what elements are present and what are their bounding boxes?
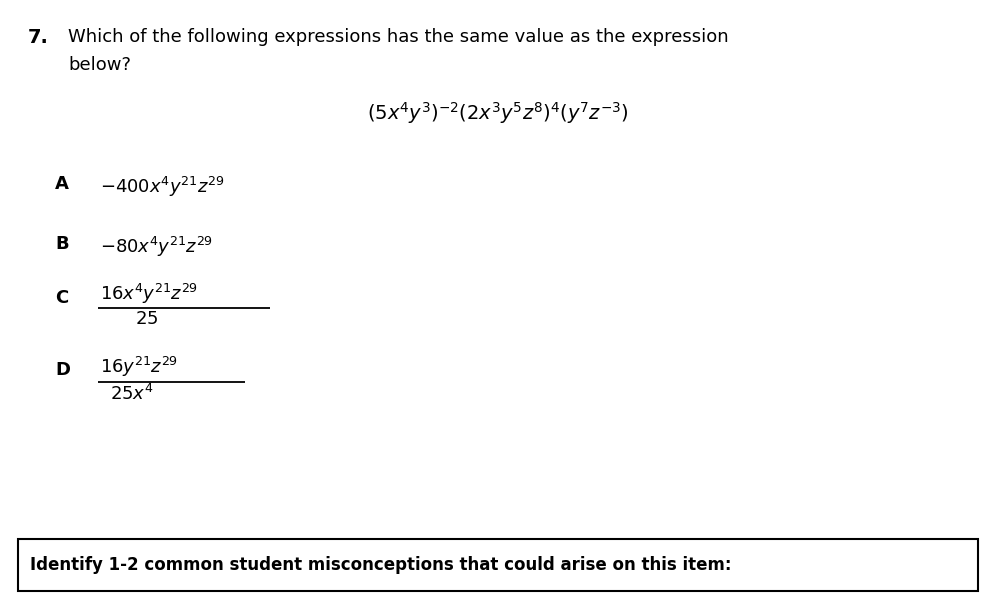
Text: $-400x^4y^{21}z^{29}$: $-400x^4y^{21}z^{29}$ <box>100 175 224 199</box>
Text: below?: below? <box>68 56 131 74</box>
Text: Which of the following expressions has the same value as the expression: Which of the following expressions has t… <box>68 28 729 46</box>
Text: $25x^4$: $25x^4$ <box>110 384 153 404</box>
Text: A: A <box>55 175 69 193</box>
Text: D: D <box>55 361 70 379</box>
Text: 7.: 7. <box>28 28 49 47</box>
Text: C: C <box>55 289 69 307</box>
FancyBboxPatch shape <box>18 539 978 591</box>
Text: $25$: $25$ <box>135 310 158 328</box>
Text: $-80x^4y^{21}z^{29}$: $-80x^4y^{21}z^{29}$ <box>100 235 213 259</box>
Text: B: B <box>55 235 69 253</box>
Text: $16y^{21}z^{29}$: $16y^{21}z^{29}$ <box>100 355 178 379</box>
Text: $16x^4y^{21}z^{29}$: $16x^4y^{21}z^{29}$ <box>100 282 198 306</box>
Text: Identify 1-2 common student misconceptions that could arise on this item:: Identify 1-2 common student misconceptio… <box>30 556 731 574</box>
Text: $(5x^4y^3)^{-2}(2x^3y^5z^8)^4(y^7z^{-3})$: $(5x^4y^3)^{-2}(2x^3y^5z^8)^4(y^7z^{-3})… <box>368 100 628 126</box>
